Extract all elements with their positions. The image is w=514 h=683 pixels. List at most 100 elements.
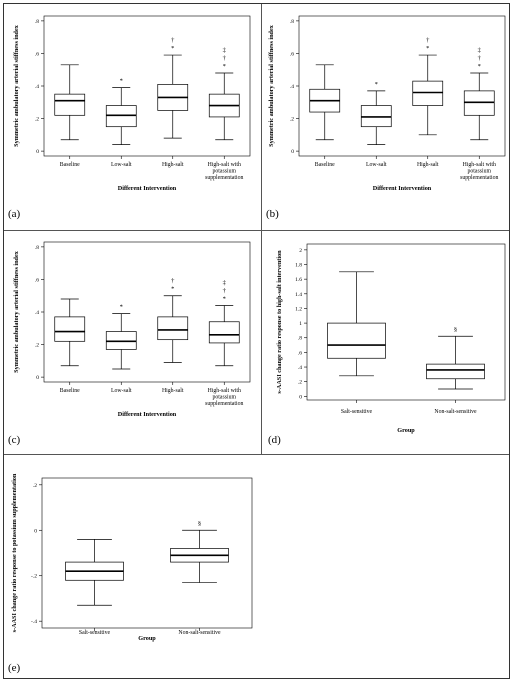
box-4: *†‡ [208, 279, 240, 367]
panel-svg: 0 .2 .4 .6 .8 Symmetric ambulatory arterial s… [268, 15, 506, 192]
y-tick-label: -.2 [31, 574, 37, 580]
y-tick-label: .8 [35, 19, 39, 25]
panel-a-label: (a) [8, 208, 21, 220]
box-1 [327, 271, 386, 377]
x-tick-label-line: High-salt with [208, 388, 241, 394]
panel-d-chart: 0 .2 .4 .6 .8 1 1.2 1.4 1.6 1.8 2 s-AASI change rat… [263, 232, 511, 452]
y-tick-label: 0 [299, 394, 302, 400]
x-tick-label-line: supplementation [205, 401, 243, 407]
iqr-box [105, 331, 137, 350]
y-tick-label: .6 [35, 51, 39, 57]
y-tick-label: .8 [298, 336, 302, 342]
plot-area [43, 241, 251, 383]
x-tick-label: Baseline [60, 162, 80, 168]
panel-b-chart: 0 .2 .4 .6 .8 Symmetric ambulatory arterial s… [263, 6, 511, 226]
x-tick-label: High-salt [162, 162, 184, 168]
y-tick-label: 0 [291, 149, 294, 155]
significance-mark: † [478, 55, 482, 62]
x-tick-label-line: potassium [467, 169, 491, 175]
panel-a-chart: 0 .2 .4 .6 .8 Symmetric ambulatory arterial s… [6, 6, 256, 226]
y-axis-label: Symmetric ambulatory arterial stiffness … [13, 24, 20, 147]
x-tick-label-line: High-salt with [208, 162, 241, 168]
iqr-box [426, 363, 485, 380]
x-tick-label: High-salt [162, 388, 184, 394]
iqr-box [327, 322, 386, 359]
significance-mark: † [171, 37, 175, 44]
y-tick-label: 2 [299, 248, 302, 254]
significance-mark: § [454, 326, 457, 333]
y-tick-label: .8 [290, 19, 294, 25]
y-tick-label: 0 [36, 149, 39, 155]
x-axis-label: Different Intervention [118, 411, 177, 418]
panel-svg: 0 .2 .4 .6 .8 1 1.2 1.4 1.6 1.8 2 s-AASI change rat… [276, 243, 506, 434]
y-tick-label: .6 [35, 277, 39, 283]
significance-mark: † [223, 287, 227, 294]
x-axis-label: Different Intervention [373, 185, 432, 192]
x-axis-label: Group [397, 427, 415, 434]
x-tick-label: Non-salt-sensitive [434, 409, 477, 415]
figure-frame [3, 3, 510, 679]
y-tick-label: 1.6 [295, 277, 302, 283]
significance-mark: † [426, 37, 430, 44]
x-tick-label-line: potassium [212, 169, 236, 175]
y-tick-label: .2 [35, 117, 39, 123]
significance-mark: * [120, 78, 123, 85]
significance-mark: * [171, 45, 174, 52]
x-tick-label: High-salt with potassium supplementation [460, 162, 498, 181]
panel-svg: 0 .2 .4 .6 .8 Symmetric ambulatory arterial s… [13, 241, 251, 418]
y-tick-label: .2 [298, 380, 302, 386]
x-axis-label: Different Intervention [118, 185, 177, 192]
y-tick-label: .6 [290, 51, 294, 57]
panel-e-chart: -.4 -.2 0 .2 s-AASI change ratio response to… [6, 458, 256, 658]
box-2: * [105, 304, 137, 370]
y-axis-label: s-AASI change ratio response to high-sal… [276, 250, 283, 394]
box-3: *† [157, 278, 189, 363]
box-2: * [105, 78, 137, 145]
divider-horizontal-2 [4, 454, 509, 455]
y-tick-label: 1.8 [295, 263, 302, 269]
y-tick-label: .2 [290, 117, 294, 123]
panel-c-label: (c) [8, 434, 21, 446]
x-tick-label: Baseline [60, 388, 80, 394]
y-tick-label: .4 [298, 365, 302, 371]
iqr-box [208, 321, 240, 344]
significance-mark: * [120, 304, 123, 311]
plot-area [41, 477, 253, 629]
x-tick-label-line: supplementation [460, 175, 498, 181]
significance-mark: * [426, 45, 429, 52]
x-tick-label-line: potassium [212, 395, 236, 401]
x-axis-label: Group [138, 635, 156, 642]
box-1 [54, 64, 86, 141]
x-tick-label: Salt-sensitive [341, 409, 373, 415]
y-axis-label: Symmetric ambulatory arterial stiffness … [268, 24, 275, 147]
iqr-box [54, 93, 86, 116]
iqr-box [463, 90, 495, 116]
y-tick-label: -.4 [31, 619, 37, 625]
divider-vertical-2 [261, 230, 262, 454]
box-2: § [426, 326, 485, 390]
significance-mark: * [375, 81, 378, 88]
panel-e-label: (e) [8, 662, 21, 674]
y-tick-label: 0 [36, 375, 39, 381]
box-4: *†‡ [208, 47, 240, 141]
x-tick-label: Non-salt-sensitive [178, 630, 221, 636]
x-tick-label: Baseline [315, 162, 335, 168]
significance-mark: § [198, 520, 201, 527]
iqr-box [105, 105, 137, 128]
y-tick-label: .4 [290, 84, 294, 90]
iqr-box [360, 105, 392, 128]
box-1 [309, 64, 341, 141]
y-tick-label: 0 [34, 528, 37, 534]
x-tick-label: High-salt with potassium supplementation [205, 162, 243, 181]
plot-area [306, 243, 506, 401]
significance-mark: † [223, 55, 227, 62]
plot-area [298, 15, 506, 157]
x-tick-label-line: supplementation [205, 175, 243, 181]
y-tick-label: .2 [35, 343, 39, 349]
panel-b-label: (b) [266, 208, 279, 220]
panel-c-chart: 0 .2 .4 .6 .8 Symmetric ambulatory arterial s… [6, 232, 256, 452]
significance-mark: ‡ [223, 47, 227, 54]
box-2: § [170, 520, 229, 583]
box-4: *†‡ [463, 47, 495, 141]
x-tick-label: Salt-sensitive [79, 630, 111, 636]
